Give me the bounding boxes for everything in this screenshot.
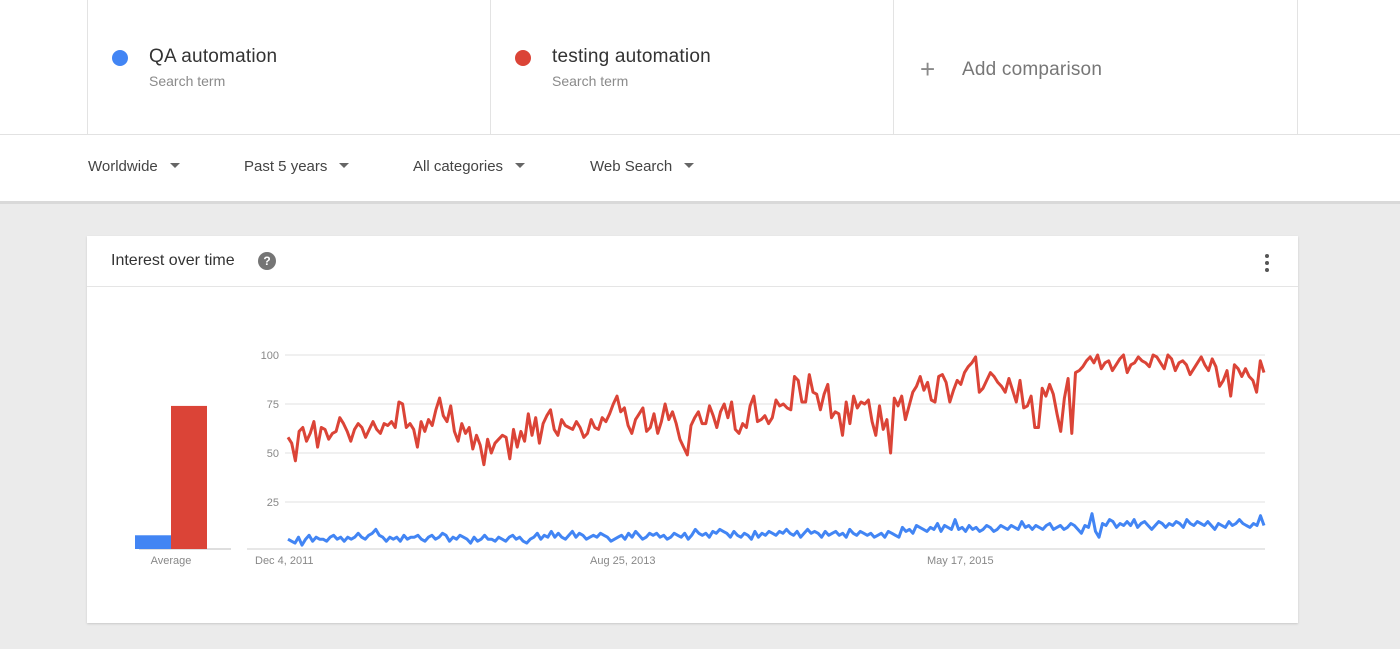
panel-title: Interest over time	[111, 252, 235, 269]
more-vert-icon[interactable]	[1263, 252, 1271, 272]
category-dropdown[interactable]: All categories	[413, 158, 526, 175]
add-comparison-button[interactable]: + Add comparison	[893, 0, 1298, 134]
term-type-label: Search term	[149, 73, 226, 89]
caret-down-icon	[339, 162, 350, 168]
panel-header: Interest over time ?	[87, 236, 1298, 287]
region-dropdown[interactable]: Worldwide	[88, 158, 180, 175]
average-label: Average	[151, 555, 192, 567]
header-area: QA automation Search term testing automa…	[0, 0, 1400, 204]
caret-down-icon	[169, 162, 180, 168]
series-line-qa-automation	[287, 512, 1266, 547]
caret-down-icon	[684, 162, 695, 168]
period-label: Past 5 years	[244, 158, 328, 175]
search-term-card-2[interactable]: testing automation Search term	[490, 0, 893, 134]
region-label: Worldwide	[88, 158, 158, 175]
plus-icon: +	[920, 54, 936, 84]
search-terms-bar: QA automation Search term testing automa…	[0, 0, 1400, 135]
interest-over-time-panel: Interest over time ? 100 75 50 25 Dec 4,…	[87, 236, 1298, 623]
help-icon[interactable]: ?	[258, 252, 276, 270]
add-comparison-label[interactable]: Add comparison	[962, 59, 1103, 80]
average-bar-testing-automation	[171, 405, 207, 549]
average-bar-qa-automation	[135, 535, 171, 549]
term-color-dot	[515, 50, 531, 66]
term-name[interactable]: QA automation	[149, 46, 278, 67]
series-line-testing-automation	[286, 353, 1266, 467]
y-tick-label: 75	[267, 399, 279, 411]
term-type-label: Search term	[552, 73, 629, 89]
y-tick-label: 50	[267, 448, 279, 460]
x-tick-label: Aug 25, 2013	[590, 555, 655, 567]
search-type-dropdown[interactable]: Web Search	[590, 158, 695, 175]
x-tick-label: May 17, 2015	[927, 555, 994, 567]
caret-down-icon	[515, 162, 526, 168]
category-label: All categories	[413, 158, 504, 175]
y-tick-label: 25	[267, 497, 279, 509]
period-dropdown[interactable]: Past 5 years	[244, 158, 350, 175]
x-tick-label: Dec 4, 2011	[255, 555, 314, 567]
term-color-dot	[112, 50, 128, 66]
term-name[interactable]: testing automation	[552, 46, 711, 67]
interest-chart: 100 75 50 25 Dec 4, 2011 Aug 25, 2013 Ma…	[135, 350, 1266, 567]
search-type-label: Web Search	[590, 158, 673, 175]
search-term-card-1[interactable]: QA automation Search term	[87, 0, 490, 134]
filter-bar: Worldwide Past 5 years All categories We…	[0, 135, 1400, 204]
y-tick-label: 100	[261, 350, 279, 362]
